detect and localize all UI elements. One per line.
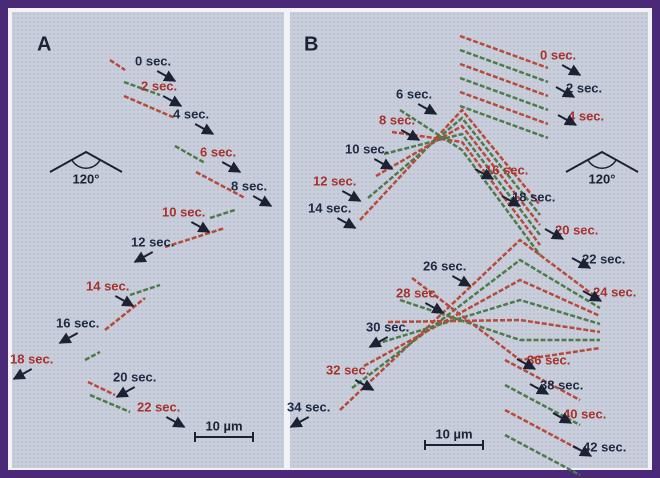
time-label: 38 sec. <box>540 377 583 392</box>
time-label: 12 sec. <box>131 234 174 249</box>
figure: A 120° 10 µm 0 sec. 2 sec. 4 sec. 6 sec. 8 sec.… <box>0 0 660 478</box>
angle-label: 120° <box>589 171 616 186</box>
time-label: 34 sec. <box>287 399 330 414</box>
time-label: 4 sec. <box>173 106 209 121</box>
scale-label: 10 µm <box>205 418 242 433</box>
angle-label: 120° <box>73 171 100 186</box>
panel-label: A <box>37 33 51 55</box>
time-label: 0 sec. <box>540 47 576 62</box>
time-label: 30 sec. <box>366 319 409 334</box>
time-label: 18 sec. <box>512 189 555 204</box>
time-label: 6 sec. <box>396 86 432 101</box>
time-label: 16 sec. <box>485 162 528 177</box>
time-label: 14 sec. <box>86 278 129 293</box>
time-label: 8 sec. <box>379 112 415 127</box>
time-label: 16 sec. <box>56 315 99 330</box>
page: {"panels": [ {"label": "A", "angle": "12… <box>0 0 660 478</box>
time-label: 10 sec. <box>345 141 388 156</box>
time-label: 10 sec. <box>162 204 205 219</box>
time-label: 20 sec. <box>555 222 598 237</box>
time-label: 8 sec. <box>231 178 267 193</box>
time-label: 40 sec. <box>563 406 606 421</box>
time-label: 0 sec. <box>135 53 171 68</box>
scale-label: 10 µm <box>435 426 472 441</box>
time-label: 2 sec. <box>141 78 177 93</box>
time-label: 20 sec. <box>113 369 156 384</box>
time-label: 4 sec. <box>568 108 604 123</box>
time-label: 22 sec. <box>582 251 625 266</box>
time-label: 28 sec. <box>396 285 439 300</box>
time-label: 2 sec. <box>566 80 602 95</box>
time-label: 6 sec. <box>200 144 236 159</box>
time-label: 22 sec. <box>137 399 180 414</box>
time-label: 26 sec. <box>423 258 466 273</box>
time-label: 42 sec. <box>583 439 626 454</box>
time-label: 32 sec. <box>326 362 369 377</box>
time-label: 36 sec. <box>527 352 570 367</box>
time-label: 12 sec. <box>313 173 356 188</box>
time-label: 24 sec. <box>593 284 636 299</box>
panel-label: B <box>304 33 318 55</box>
time-label: 18 sec. <box>10 351 53 366</box>
time-label: 14 sec. <box>308 200 351 215</box>
